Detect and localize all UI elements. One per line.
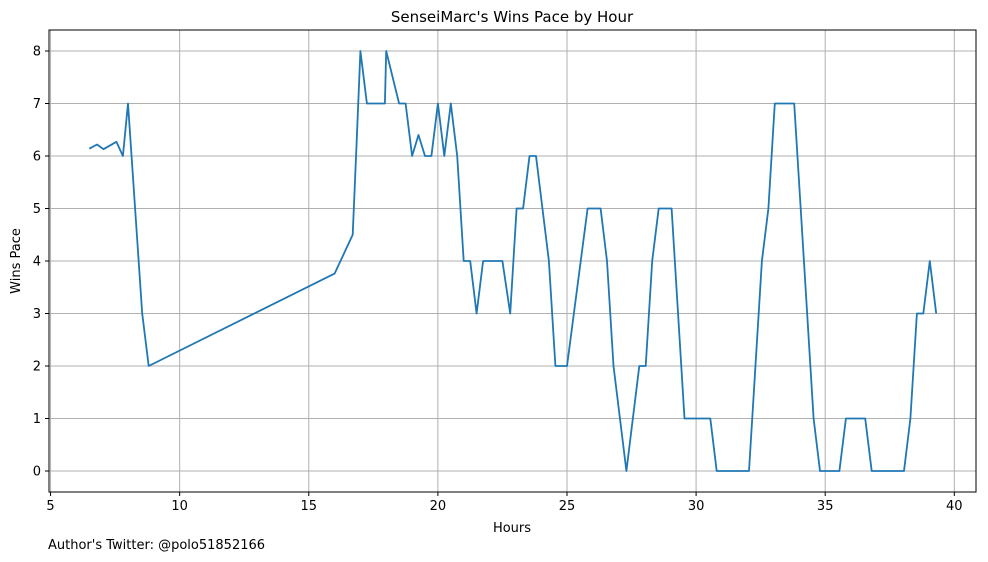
x-tick-label: 40 (946, 499, 963, 514)
y-tick-label: 6 (33, 150, 41, 165)
plot-frame (48, 29, 977, 493)
y-tick-label: 4 (33, 255, 41, 270)
y-tick-label: 1 (33, 412, 41, 427)
x-tick-label: 20 (430, 499, 447, 514)
y-tick-label: 0 (33, 465, 41, 480)
x-tick-label: 30 (688, 499, 705, 514)
x-tick-label: 35 (817, 499, 834, 514)
chart-title: SenseiMarc's Wins Pace by Hour (391, 8, 634, 26)
author-twitter-note: Author's Twitter: @polo51852166 (48, 538, 266, 553)
y-axis-label: Wins Pace (9, 228, 24, 294)
y-tick-label: 7 (33, 97, 41, 112)
x-tick-label: 5 (46, 499, 54, 514)
y-tick-label: 3 (33, 307, 41, 322)
axis-ticks: 5 10 15 20 25 30 35 40 0 1 2 3 4 5 6 7 8 (33, 45, 963, 515)
x-axis-label: Hours (493, 521, 531, 536)
x-tick-label: 10 (171, 499, 188, 514)
x-tick-label: 25 (559, 499, 576, 514)
x-tick-label: 15 (300, 499, 317, 514)
y-tick-label: 2 (33, 360, 41, 375)
y-tick-label: 5 (33, 202, 41, 217)
wins-pace-line (88, 50, 938, 472)
y-tick-label: 8 (33, 45, 41, 60)
series-layer (88, 50, 938, 472)
